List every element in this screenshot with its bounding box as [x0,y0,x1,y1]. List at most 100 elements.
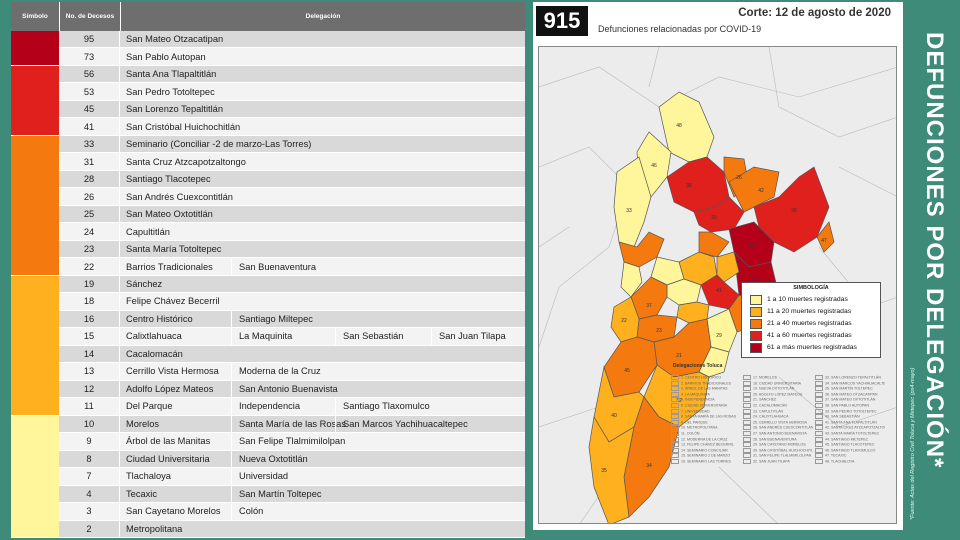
delegation-name: La Maquinita [231,328,335,345]
table-row: 28 Santiago Tlacotepec [59,170,525,188]
delegation-list-item: 6. CIUDAD UNIVERSITARIA [671,403,741,409]
delegation-list-item: 4. LA MAQUINITA [671,392,741,398]
deaths-count: 8 [86,453,92,464]
deaths-count: 18 [83,296,95,307]
map-legend: SIMBOLOGÍA 1 a 10 muertes registradas 11 … [741,282,881,358]
legend-label: 1 a 10 muertes registradas [767,296,848,303]
delegation-name: Calixtlahuaca [126,331,182,342]
symbol-color-block [11,65,59,136]
table-row: 26 San Andrés Cuexcontitlán [59,188,525,205]
region-number: 36 [791,208,797,214]
legend-item: 21 a 40 muertes registradas [750,319,880,329]
delegations-list: 1. CENTRO HISTÓRICO 2. BARRIOS TRADICIONA… [671,375,886,480]
region-urbana-2 [698,231,730,258]
deaths-count: 7 [86,471,92,482]
region-number: 38 [686,183,692,189]
legend-label: 11 a 20 muertes registradas [767,308,852,315]
delegation-list-item: 45. SANTIAGO TLACOTEPEC [815,442,885,448]
delegation-name: Centro Histórico [126,313,193,324]
delegations-column: 33. SAN LORENZO TEPALTITLÁN 34. SAN MARCO… [815,375,885,465]
legend-swatch [750,319,762,329]
table-row: 45 San Lorenzo Tepaltitlán [59,100,525,118]
table-row: 12 Adolfo López Mateos San Antonio Buenavi… [59,380,525,398]
delegation-name: Nueva Oxtotitlán [231,450,335,468]
deaths-count: 28 [83,174,95,185]
delegation-name: San Sebastián [335,328,431,345]
delegation-name: Cacalomacán [126,348,183,359]
delegation-list-item: 24. CALIXTLAHUACA [743,414,813,420]
delegation-list-item: 27. SAN ANTONIO BUENAVISTA [743,431,813,437]
delegation-list-item: 34. SAN MARCOS YACHIHUACALTEPEC [815,381,885,387]
delegation-name: Santiago Miltepec [231,310,335,328]
legend-swatch [750,331,762,341]
delegation-name: Árbol de las Manitas [126,436,211,447]
region-number: 47 [821,238,827,244]
delegation-list-item: 7. UNIVERSIDAD [671,409,741,415]
table-row: 95 San Mateo Otzacatipan [59,31,525,48]
delegation-list-item: 3. ÁRBOL DE LAS MANITAS [671,386,741,392]
deaths-count: 12 [83,383,95,394]
delegation-list-item: 41. SANTA ANA TLAPALTITLÁN [815,420,885,426]
delegation-list-item: 23. CAPULTITLÁN [743,409,813,415]
region-number: 26 [736,175,742,181]
table-row: 24 Capultitlán [59,223,525,240]
legend-swatch [750,295,762,305]
delegations-column: 1. CENTRO HISTÓRICO 2. BARRIOS TRADICIONA… [671,375,741,465]
delegation-list-item: 11. COLÓN [671,431,741,437]
table-row: 16 Centro Histórico Santiago Miltepec [59,310,525,328]
delegation-name: San Felipe Tlalmimilolpan [231,433,345,450]
table-row: 8 Ciudad Universitaria Nueva Oxtotitlán [59,450,525,468]
delegation-list-item: 32. SAN JUAN TILAPA [743,459,813,465]
delegation-list-item: 8. SANTA MARÍA DE LAS ROSAS [671,414,741,420]
delegation-list-item: 43. SANTA MARÍA TOTOLTEPEC [815,431,885,437]
delegation-name: Tecaxic [126,488,157,499]
symbol-color-block [11,31,59,66]
region-urbana-3 [716,251,740,283]
deaths-count: 2 [86,523,92,534]
delegation-list-item: 48. TLACHALOYA [815,459,885,465]
delegation-list-item: 17. MORELOS [743,375,813,381]
delegation-list-item: 1. CENTRO HISTÓRICO [671,375,741,381]
region-number: 29 [716,333,722,339]
deaths-count: 31 [83,156,95,167]
region-san-martin [620,261,643,298]
deaths-count: 4 [86,488,92,499]
table-row: 31 Santa Cruz Atzcapotzaltongo [59,153,525,170]
delegation-list-item: 16. SEMINARIO LAS TORRES [671,459,741,465]
delegation-list-item: 14. SEMINARIO CONCILIAR [671,448,741,454]
cutoff-date: Corte: 12 de agosto de 2020 [738,7,891,19]
region-number: 21 [676,353,682,359]
delegation-name: Morelos [126,418,160,429]
delegation-name: San Mateo Otzacatipan [126,34,224,45]
table-row: 18 Felipe Chávez Becerril [59,293,525,310]
delegation-name: Santa María Totoltepec [126,244,222,255]
delegation-name: Seminario (Conciliar -2 de marzo-Las Tor… [126,139,312,150]
region-tecaxic [613,156,652,248]
symbol-color-block [11,415,59,538]
delegation-name: Santa Ana Tlapaltitlán [126,69,217,80]
delegation-name: San Cayetano Morelos [126,506,221,517]
delegation-name: Metropolitana [126,523,183,534]
table-row: 4 Tecaxic San Martín Toltepec [59,485,525,503]
delegation-name: Adolfo López Mateos [126,383,214,394]
delegation-name: San Andrés Cuexcontitlán [126,191,233,202]
delegation-list-item: 46. SANTIAGO TLAXOMULCO [815,448,885,454]
delegation-name: Ciudad Universitaria [126,453,210,464]
region-number: 33 [626,208,632,214]
region-number: 33 [751,278,757,284]
deaths-count: 16 [83,313,95,324]
symbol-color-block [11,275,59,416]
delegation-list-item: 30. SAN CRISTÓBAL HUICHOCHITLÁN [743,448,813,454]
deaths-count: 10 [83,418,95,429]
delegation-name: San Mateo Oxtotitlán [126,209,213,220]
deaths-count: 56 [83,69,95,80]
deaths-count: 19 [83,278,95,289]
header-deaths: No. de Decesos [65,12,115,20]
delegation-name: Santiago Tlacotepec [126,174,211,185]
deaths-count: 41 [83,121,95,132]
delegation-name: San Lorenzo Tepaltitlán [126,104,223,115]
delegation-list-item: 36. SAN MATEO OTZACATIPAN [815,392,885,398]
region-number: 23 [656,328,662,334]
table-row: 22 Barrios Tradicionales San Buenaventura [59,258,525,275]
delegation-name: Colón [231,503,335,520]
